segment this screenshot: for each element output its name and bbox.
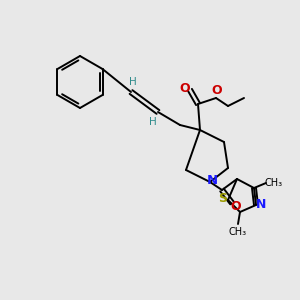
Text: O: O	[180, 82, 190, 94]
Text: CH₃: CH₃	[265, 178, 283, 188]
Text: N: N	[256, 199, 266, 212]
Text: O: O	[212, 85, 222, 98]
Text: O: O	[231, 200, 241, 212]
Text: N: N	[206, 175, 218, 188]
Text: S: S	[218, 193, 227, 206]
Text: H: H	[129, 77, 137, 87]
Text: H: H	[149, 117, 157, 127]
Text: CH₃: CH₃	[229, 227, 247, 237]
